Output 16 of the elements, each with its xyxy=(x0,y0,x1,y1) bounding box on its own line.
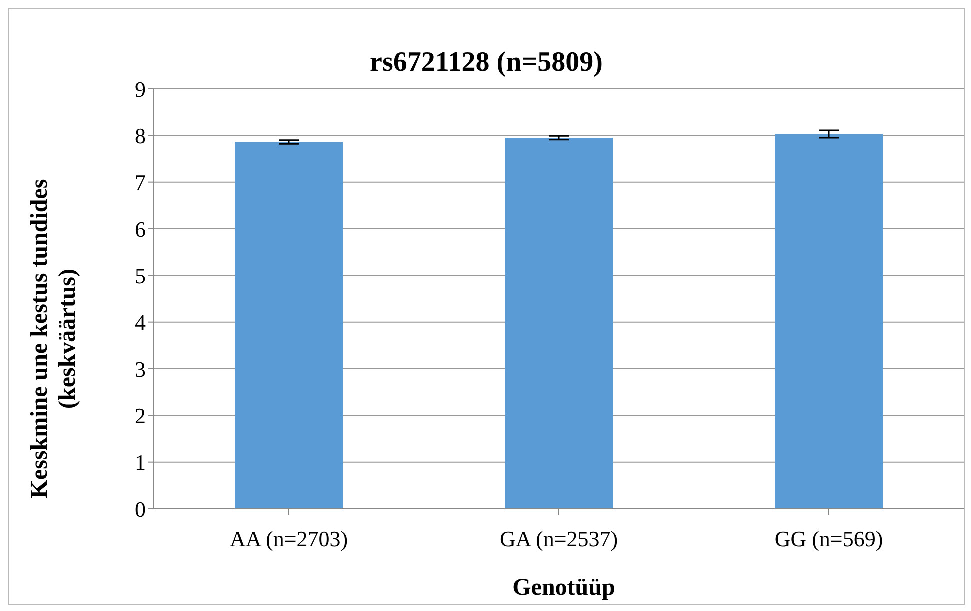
y-tick-label: 2 xyxy=(135,403,146,428)
y-tick-label: 6 xyxy=(135,216,146,242)
y-tick-label: 5 xyxy=(135,263,146,288)
x-tick-label: GA (n=2537) xyxy=(500,526,618,552)
y-tick-label: 4 xyxy=(135,310,146,336)
y-tick-label: 3 xyxy=(135,356,146,382)
x-axis-title: Genotüüp xyxy=(512,575,616,602)
y-tick-label: 7 xyxy=(135,170,146,196)
y-tick-label: 9 xyxy=(135,76,146,102)
y-tick-label: 0 xyxy=(135,496,146,522)
y-tick-label: 8 xyxy=(135,123,146,148)
y-axis-title: Kesskmine une kestus tundides (keskväärtus) xyxy=(27,179,81,499)
x-tick-label: GG (n=569) xyxy=(774,526,884,552)
y-tick-label: 1 xyxy=(135,450,146,476)
chart-title: rs6721128 (n=5809) xyxy=(370,47,603,78)
x-tick-label: AA (n=2703) xyxy=(230,526,348,552)
